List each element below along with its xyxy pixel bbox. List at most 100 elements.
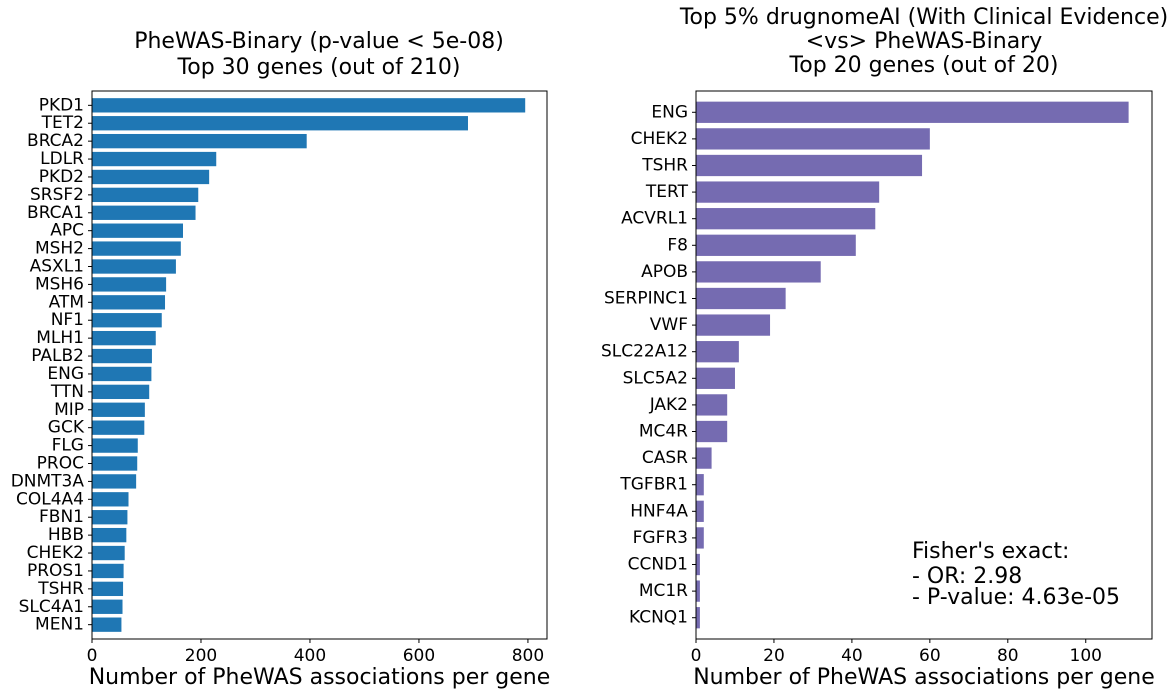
bar-flg [92,438,138,453]
plot-frame [91,90,548,640]
x-axis-label: Number of PheWAS associations per gene [693,665,1155,690]
x-tick-label: 400 [294,646,326,666]
chart-panel-1: PheWAS-Binary (p-value < 5e-08)Top 30 ge… [11,29,551,690]
x-tick-label: 60 [919,646,941,666]
y-tick-label: HBB [48,525,84,545]
x-tick-label: 100 [1070,646,1102,666]
y-tick-label: PALB2 [31,346,84,366]
y-tick-label: TSHR [37,579,84,599]
bar-chek2 [696,128,930,150]
bar-proc [92,456,138,471]
bar-pkd1 [92,98,526,113]
y-tick-label: FBN1 [39,507,84,527]
y-tick-label: PROS1 [27,561,84,581]
y-tick-label: PKD1 [39,95,84,115]
bar-ldlr [92,151,217,167]
bar-jak2 [696,394,728,416]
x-tick-label: 200 [185,646,217,666]
bar-hnf4a [696,500,704,522]
bar-brca1 [92,205,196,220]
y-tick-label: SRSF2 [30,185,84,205]
bar-tgfbr1 [696,474,704,496]
bar-slc5a2 [696,367,735,389]
bar-asxl1 [92,259,176,274]
y-tick-label: MIP [54,400,84,420]
bar-fbn1 [92,510,128,525]
y-tick-label: SERPINC1 [604,288,688,308]
chart-title-line: <vs> PheWAS-Binary [806,29,1043,54]
x-tick-label: 20 [763,646,785,666]
y-tick-label: CHEK2 [27,543,84,563]
x-tick-label: 0 [691,646,702,666]
bar-ttn [92,384,150,400]
y-tick-label: MSH2 [35,239,84,259]
annotation-line: - OR: 2.98 [912,564,1022,589]
y-tick-label: ACVRL1 [621,209,688,229]
y-tick-label: GCK [48,418,85,438]
y-tick-label: KCNQ1 [629,608,688,628]
plot-frame [695,90,1153,640]
bar-hbb [92,527,127,543]
bar-tshr [696,154,923,177]
y-tick-label: ENG [651,102,688,122]
y-tick-label: ENG [47,364,84,384]
bar-eng [696,101,1129,123]
x-tick-label: 40 [841,646,863,666]
y-tick-label: MLH1 [36,328,84,348]
y-tick-label: MC1R [639,581,688,601]
y-tick-label: DNMT3A [11,471,85,491]
bar-srsf2 [92,187,199,203]
y-tick-label: NF1 [51,310,84,330]
y-tick-label: MSH6 [35,274,84,294]
y-tick-label: MEN1 [35,615,84,635]
y-tick-label: TTN [50,382,84,402]
chart-title-line: Top 5% drugnomeAI (With Clinical Evidenc… [679,5,1168,30]
y-tick-label: PROC [37,453,84,473]
y-tick-label: VWF [650,315,688,335]
bar-nf1 [92,313,162,328]
bar-casr [696,447,712,469]
y-tick-label: PKD2 [39,167,84,187]
y-tick-label: SLC4A1 [19,597,84,617]
bar-mc4r [696,420,728,443]
bar-eng [92,366,152,382]
y-tick-label: TSHR [641,155,688,175]
y-tick-label: MC4R [639,422,688,442]
bar-col4a4 [92,492,129,507]
bar-pkd2 [92,169,210,185]
annotation-line: Fisher's exact: [912,539,1069,564]
y-tick-label: COL4A4 [16,489,84,509]
bar-palb2 [92,348,152,364]
x-tick-label: 800 [512,646,544,666]
y-tick-label: APC [50,221,84,241]
y-tick-label: APOB [641,262,688,282]
bar-brca2 [92,133,307,149]
bar-serpinc1 [696,287,786,310]
annotation-line: - P-value: 4.63e-05 [912,585,1120,610]
bar-gck [92,420,145,435]
bar-f8 [696,234,856,256]
y-tick-label: ASXL1 [30,257,84,277]
bar-men1 [92,617,122,632]
bar-tshr [92,581,124,597]
bar-apc [92,223,183,238]
y-tick-label: BRCA1 [27,203,84,223]
bar-slc22a12 [696,341,739,363]
y-tick-label: ATM [49,292,84,312]
y-tick-label: F8 [667,235,688,255]
bar-mc1r [696,580,700,602]
bar-slc4a1 [92,599,123,614]
y-tick-label: FLG [52,436,84,456]
x-tick-label: 80 [997,646,1019,666]
bar-msh6 [92,277,167,292]
chart-panel-2: Top 5% drugnomeAI (With Clinical Evidenc… [601,5,1168,690]
x-tick-label: 0 [87,646,98,666]
chart-title-line: Top 20 genes (out of 20) [789,53,1059,78]
bar-vwf [696,314,771,336]
x-tick-label: 600 [403,646,435,666]
chart-title-line: Top 30 genes (out of 210) [177,55,461,80]
bar-kcnq1 [696,607,700,629]
bar-pros1 [92,563,124,579]
bar-mlh1 [92,330,156,346]
